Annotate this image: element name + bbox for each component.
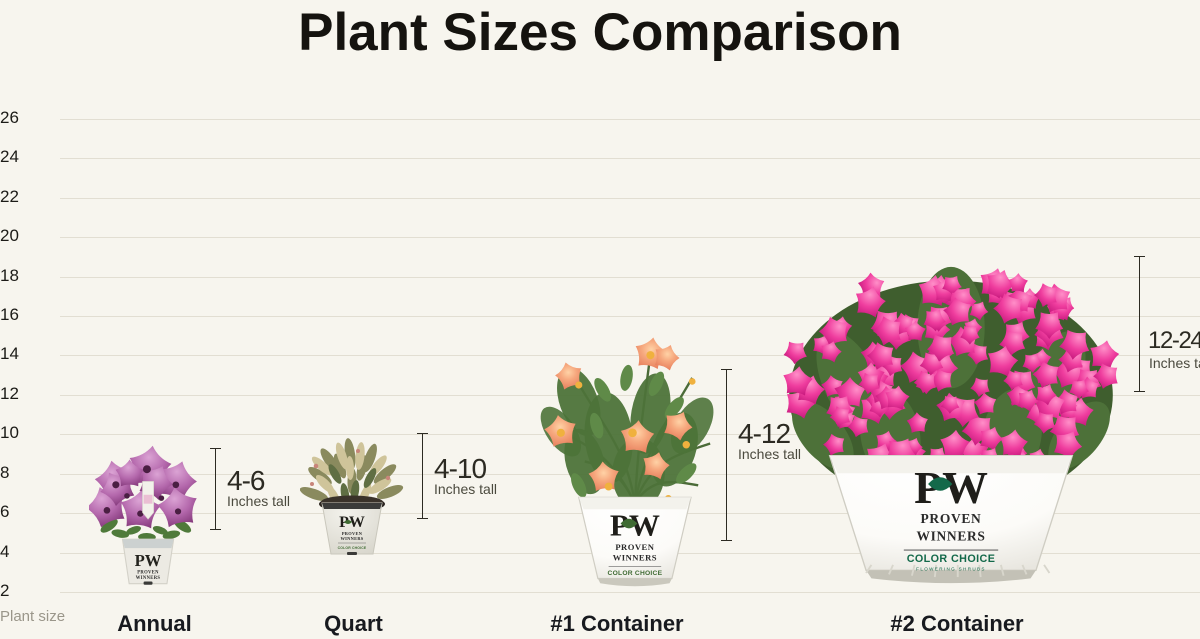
svg-text:WINNERS: WINNERS bbox=[340, 536, 363, 541]
svg-text:WINNERS: WINNERS bbox=[916, 529, 985, 544]
svg-text:COLOR CHOICE: COLOR CHOICE bbox=[608, 570, 663, 577]
svg-text:WINNERS: WINNERS bbox=[136, 576, 161, 581]
svg-text:COLOR CHOICE: COLOR CHOICE bbox=[338, 546, 367, 550]
svg-text:PW: PW bbox=[339, 514, 365, 531]
svg-text:PW: PW bbox=[135, 551, 162, 570]
svg-text:FLOWERING SHRUBS: FLOWERING SHRUBS bbox=[916, 566, 986, 571]
svg-text:WINNERS: WINNERS bbox=[613, 553, 657, 563]
svg-text:PW: PW bbox=[914, 462, 988, 513]
svg-text:PROVEN: PROVEN bbox=[615, 542, 654, 552]
svg-text:PROVEN: PROVEN bbox=[921, 511, 982, 526]
svg-text:PROVEN: PROVEN bbox=[137, 571, 159, 576]
svg-text:COLOR CHOICE: COLOR CHOICE bbox=[907, 553, 996, 565]
